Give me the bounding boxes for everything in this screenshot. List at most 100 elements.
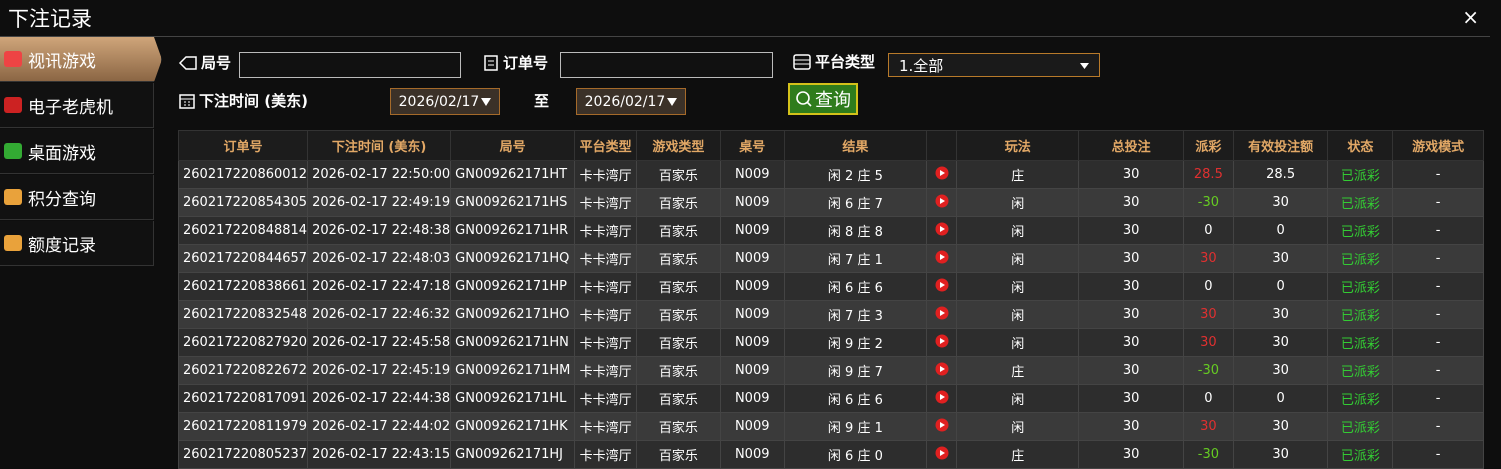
column-header: 游戏类型: [636, 130, 721, 161]
cell: 卡卡湾厅: [574, 440, 638, 469]
platform-label-text: 平台类型: [815, 53, 876, 71]
replay-icon[interactable]: [935, 446, 949, 460]
table-row: 260217220822672 2026-02-17 22:45:19 GN0092…: [177, 356, 1484, 385]
replay-icon[interactable]: [935, 278, 949, 292]
cell: 闲: [956, 412, 1080, 441]
cell: N009: [719, 188, 785, 217]
column-header: 平台类型: [574, 130, 638, 161]
cell: 闲: [956, 188, 1080, 217]
cell: 闲 2 庄 5: [783, 160, 928, 189]
cell: 30: [1182, 244, 1234, 273]
sidebar-item[interactable]: 桌面游戏: [0, 129, 154, 174]
close-button[interactable]: ×: [1462, 5, 1479, 29]
cell: -: [1392, 300, 1484, 329]
search-icon: [796, 91, 812, 107]
platform-select[interactable]: 1.全部: [888, 53, 1100, 77]
cell: 闲 9 庄 1: [783, 412, 928, 441]
cell: -: [1392, 216, 1484, 245]
table-row: 260217220848814 2026-02-17 22:48:38 GN0092…: [177, 216, 1484, 245]
time-label-text: 下注时间 (美东): [199, 92, 308, 110]
platform-label: 平台类型: [792, 51, 875, 72]
replay-icon[interactable]: [935, 194, 949, 208]
date-to-text: 2026/02/17: [584, 93, 666, 110]
cell: 百家乐: [636, 412, 721, 441]
cell: -: [1392, 356, 1484, 385]
doc-icon: [484, 54, 498, 71]
date-to[interactable]: 2026/02/17: [576, 88, 686, 115]
cell: 30: [1078, 356, 1184, 385]
round-input[interactable]: [239, 52, 461, 78]
cell: 0: [1182, 384, 1234, 413]
list-icon: [793, 53, 811, 70]
dropdown-arrow: [667, 97, 678, 106]
cell: -30: [1182, 440, 1234, 469]
cell: 28.5: [1232, 160, 1329, 189]
cell: 30: [1078, 440, 1184, 469]
date-from[interactable]: 2026/02/17: [390, 88, 500, 115]
sidebar-item[interactable]: 额度记录: [0, 221, 154, 266]
sidebar-label: 积分查询: [28, 189, 96, 210]
column-header: 玩法: [956, 130, 1080, 161]
cell: 卡卡湾厅: [574, 160, 638, 189]
sidebar-item[interactable]: 积分查询: [0, 175, 154, 220]
cell: 闲 9 庄 7: [783, 356, 928, 385]
replay-icon[interactable]: [935, 334, 949, 348]
replay-icon[interactable]: [935, 390, 949, 404]
cell: 260217220844657: [177, 244, 309, 273]
cell: 260217220838661: [177, 272, 309, 301]
bet-table: 订单号 下注时间 (美东) 局号 平台类型 游戏类型 桌号 结果 玩法 总投注 派彩 有效投注额 状态…: [177, 130, 1484, 469]
cell: 百家乐: [636, 356, 721, 385]
cell: 闲 7 庄 3: [783, 300, 928, 329]
cell: -: [1392, 328, 1484, 357]
column-header-icon: [926, 130, 958, 161]
cell: 30: [1232, 300, 1329, 329]
cell: 已派彩: [1327, 412, 1394, 441]
cell: 0: [1232, 216, 1329, 245]
cell: 30: [1078, 188, 1184, 217]
sidebar-item[interactable]: 电子老虎机: [0, 83, 154, 128]
replay-icon[interactable]: [935, 362, 949, 376]
cell: 已派彩: [1327, 188, 1394, 217]
replay-cell: [926, 356, 958, 385]
cell: 30: [1078, 328, 1184, 357]
cell: 2026-02-17 22:50:00: [307, 160, 452, 189]
table-row: 260217220844657 2026-02-17 22:48:03 GN0092…: [177, 244, 1484, 273]
cell: 2026-02-17 22:44:38: [307, 384, 452, 413]
replay-icon[interactable]: [935, 222, 949, 236]
replay-cell: [926, 300, 958, 329]
cell: -: [1392, 272, 1484, 301]
cell: 260217220854305: [177, 188, 309, 217]
replay-icon[interactable]: [935, 166, 949, 180]
cell: 2026-02-17 22:45:58: [307, 328, 452, 357]
cell: GN009262171HL: [450, 384, 576, 413]
table-row: 260217220832548 2026-02-17 22:46:32 GN0092…: [177, 300, 1484, 329]
cell: 260217220817091: [177, 384, 309, 413]
cell: GN009262171HS: [450, 188, 576, 217]
cell: -: [1392, 188, 1484, 217]
sidebar-icon: [4, 51, 22, 67]
sidebar-label: 视讯游戏: [28, 51, 96, 72]
cell: 已派彩: [1327, 244, 1394, 273]
replay-icon[interactable]: [935, 250, 949, 264]
replay-icon[interactable]: [935, 306, 949, 320]
cell: 30: [1182, 300, 1234, 329]
replay-icon[interactable]: [935, 418, 949, 432]
cell: 卡卡湾厅: [574, 300, 638, 329]
cell: 2026-02-17 22:48:03: [307, 244, 452, 273]
cell: 已派彩: [1327, 300, 1394, 329]
column-header: 游戏模式: [1392, 130, 1484, 161]
query-button[interactable]: 查询: [788, 83, 858, 115]
cell: 30: [1232, 440, 1329, 469]
cell: 百家乐: [636, 272, 721, 301]
dropdown-arrow: [1080, 63, 1089, 69]
cell: 庄: [956, 356, 1080, 385]
cell: 闲: [956, 272, 1080, 301]
cell: N009: [719, 160, 785, 189]
order-input[interactable]: [560, 52, 773, 78]
cell: 闲: [956, 328, 1080, 357]
sidebar-item[interactable]: 视讯游戏: [0, 37, 162, 82]
cell: N009: [719, 244, 785, 273]
table-row: 260217220838661 2026-02-17 22:47:18 GN0092…: [177, 272, 1484, 301]
to-label: 至: [534, 92, 550, 110]
